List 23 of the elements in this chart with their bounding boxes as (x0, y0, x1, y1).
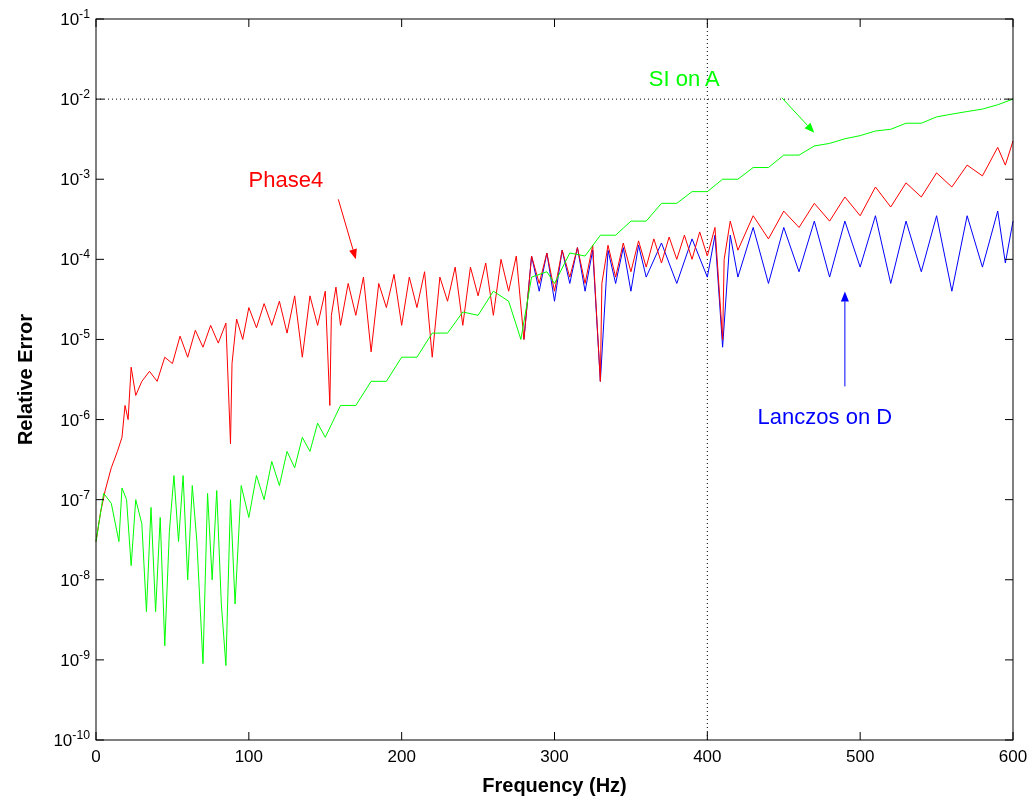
text: Phase4 (248, 167, 324, 193)
text: SI on A (648, 65, 721, 91)
line-series (95, 98, 1014, 667)
y-tick-label: 10$^{-4}$ (60, 247, 91, 270)
y-tick-label: 10$^{-2}$ (60, 87, 91, 110)
y-tick-label: 10$^{-3}$ (60, 167, 91, 190)
x-axis-title: Frequency (Hz) (482, 774, 627, 796)
y-tick-label: 10$^{-10}$ (53, 728, 91, 750)
x-tick-label: 400 (693, 747, 722, 766)
x-tick-label: 200 (387, 747, 416, 766)
y-tick-label: 10$^{-8}$ (60, 567, 91, 590)
text: Lanczos on D (757, 404, 893, 430)
y-tick-label: 10$^{-7}$ (60, 487, 91, 510)
x-tick-label: 500 (845, 747, 875, 766)
y-tick-label: 10$^{-5}$ (60, 327, 91, 350)
x-tick-label: 100 (234, 747, 264, 766)
x-tick-label: 0 (91, 747, 101, 766)
x-tick-label: 600 (998, 747, 1028, 766)
y-tick-label: 10$^{-6}$ (60, 407, 91, 430)
y-tick-label: 10$^{-1}$ (60, 7, 91, 29)
y-tick-label: 10$^{-9}$ (60, 647, 91, 670)
x-tick-label: 300 (540, 747, 569, 766)
y-axis-title: Relative Error (14, 313, 36, 446)
